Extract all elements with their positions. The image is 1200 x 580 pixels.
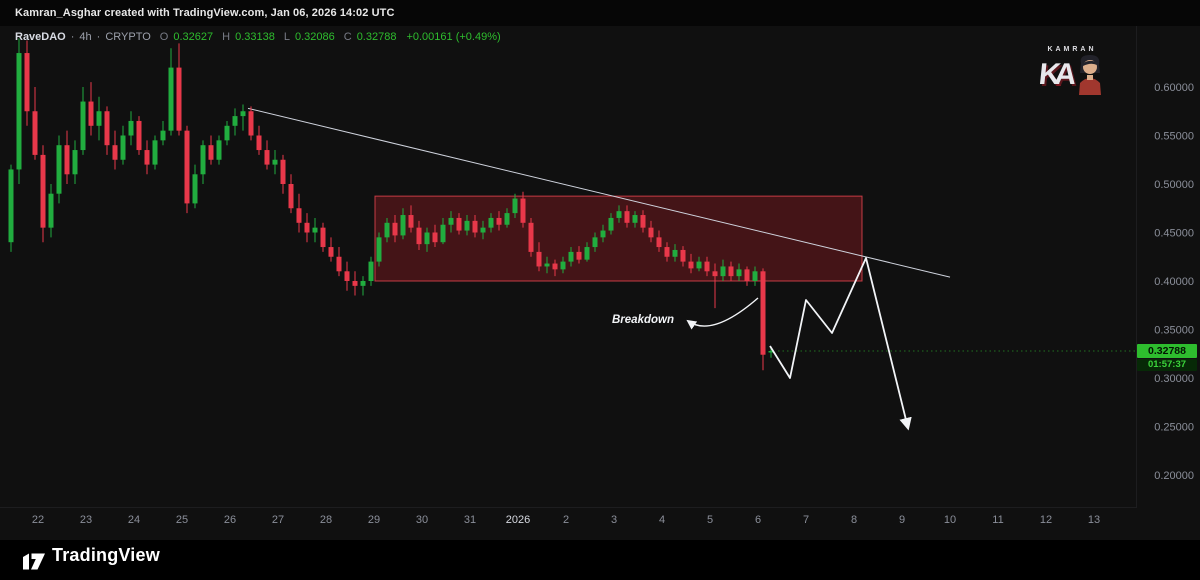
svg-text:0.30000: 0.30000 [1154, 373, 1194, 385]
svg-text:3: 3 [611, 514, 617, 526]
current-price-value: 0.32788 [1137, 344, 1197, 358]
svg-text:22: 22 [32, 514, 44, 526]
svg-text:11: 11 [992, 514, 1003, 526]
time-axis-separator [0, 507, 1136, 508]
attribution-bar [0, 0, 1200, 26]
price-chart-canvas[interactable]: 0.60000 0.55000 0.50000 0.45000 0.40000 0.350… [0, 0, 1200, 540]
svg-text:24: 24 [128, 514, 140, 526]
svg-text:26: 26 [224, 514, 236, 526]
breakdown-annotation-label[interactable]: Breakdown [612, 314, 674, 326]
interval-label: 4h [79, 31, 92, 43]
svg-text:0.35000: 0.35000 [1154, 325, 1194, 337]
current-price-tag: 0.32788 01:57:37 [1137, 344, 1197, 371]
open-label: O [159, 31, 169, 43]
svg-text:7: 7 [803, 514, 809, 526]
low-value: 0.32086 [294, 31, 335, 43]
legend-separator: · [70, 31, 75, 43]
time-axis-labels[interactable]: 22 23 24 25 26 27 28 29 30 31 2026 2 3 4 5 6 7 8 9 10 11 12 13 [32, 514, 1100, 526]
svg-text:0.50000: 0.50000 [1154, 179, 1194, 191]
svg-text:8: 8 [851, 514, 857, 526]
ka-monogram-text: KA [1037, 58, 1073, 91]
symbol-legend: RaveDAO · 4h · CRYPTO O 0.32627 H 0.33138 … [15, 31, 501, 43]
svg-text:10: 10 [944, 514, 956, 526]
svg-text:0.20000: 0.20000 [1154, 470, 1194, 482]
svg-text:30: 30 [416, 514, 428, 526]
resistance-trendline[interactable] [247, 107, 951, 278]
svg-text:0.60000: 0.60000 [1154, 82, 1194, 94]
svg-text:28: 28 [320, 514, 332, 526]
close-value: 0.32788 [356, 31, 397, 43]
low-label: L [283, 31, 290, 43]
svg-text:0.45000: 0.45000 [1154, 228, 1194, 240]
svg-text:0.40000: 0.40000 [1154, 276, 1194, 288]
attribution-text: Kamran_Asghar created with TradingView.c… [15, 7, 395, 19]
ka-watermark-logo: KAMRAN KA [1036, 46, 1108, 108]
price-axis-separator [1136, 26, 1137, 508]
price-axis-labels[interactable]: 0.60000 0.55000 0.50000 0.45000 0.40000 0.350… [1154, 82, 1194, 482]
svg-text:31: 31 [464, 514, 476, 526]
close-label: C [343, 31, 352, 43]
bar-countdown-timer: 01:57:37 [1137, 359, 1197, 371]
exchange-label: CRYPTO [105, 31, 151, 43]
svg-text:13: 13 [1088, 514, 1100, 526]
ka-avatar-icon [1078, 55, 1101, 95]
svg-text:25: 25 [176, 514, 188, 526]
svg-text:23: 23 [80, 514, 92, 526]
svg-text:9: 9 [899, 514, 905, 526]
svg-text:6: 6 [755, 514, 761, 526]
svg-text:27: 27 [272, 514, 284, 526]
high-label: H [222, 31, 231, 43]
projection-arrow[interactable] [769, 257, 912, 431]
open-value: 0.32627 [173, 31, 214, 43]
svg-text:5: 5 [707, 514, 713, 526]
svg-text:0.25000: 0.25000 [1154, 422, 1194, 434]
ka-brand-text: KAMRAN [1047, 46, 1097, 53]
high-value: 0.33138 [235, 31, 275, 43]
svg-text:2026: 2026 [506, 514, 530, 526]
svg-text:2: 2 [563, 514, 569, 526]
svg-text:4: 4 [659, 514, 665, 526]
svg-text:29: 29 [368, 514, 380, 526]
symbol-name: RaveDAO [15, 31, 66, 43]
change-value: +0.00161 (+0.49%) [406, 31, 501, 43]
svg-text:0.55000: 0.55000 [1154, 131, 1194, 143]
legend-separator: · [96, 31, 101, 43]
tradingview-wordmark[interactable]: TradingView [52, 545, 160, 565]
candles-layer [8, 38, 774, 371]
breakdown-arrow[interactable] [686, 297, 759, 330]
footer-bar [0, 540, 1200, 580]
svg-text:12: 12 [1040, 514, 1052, 526]
tradingview-logo-icon[interactable] [20, 547, 48, 575]
